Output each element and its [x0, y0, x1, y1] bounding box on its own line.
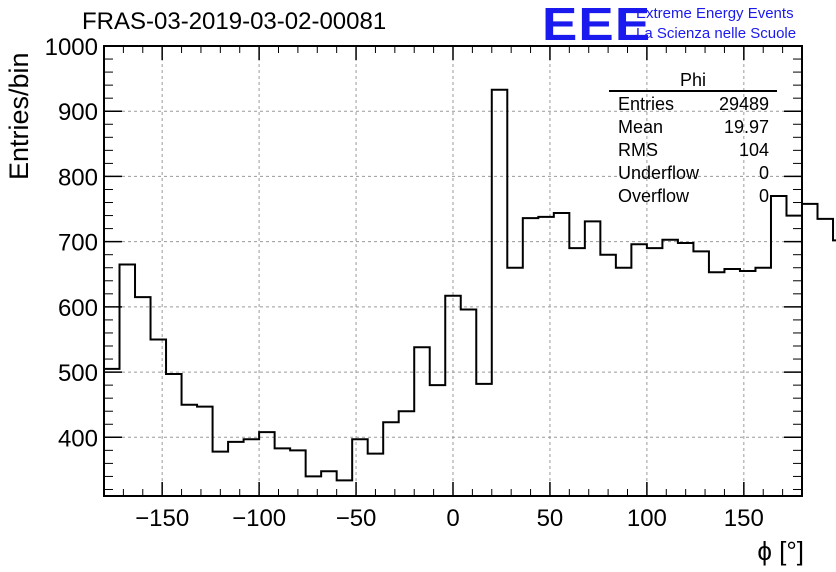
- histogram-outline: [103, 88, 836, 496]
- histogram-bin: [786, 216, 802, 496]
- histogram-bin: [569, 248, 585, 496]
- stats-value: 0: [758, 186, 769, 206]
- axis-ticks: [103, 45, 803, 496]
- x-tick-label: −50: [336, 505, 377, 532]
- histogram-bin: [678, 243, 694, 496]
- histogram-bin: [461, 309, 477, 496]
- y-tick-label: 800: [58, 164, 98, 191]
- histogram-bin: [740, 271, 756, 496]
- histogram-bin: [120, 264, 136, 496]
- histogram-bin: [228, 442, 244, 496]
- logo-line-2: La Scienza nelle Scuole: [636, 25, 797, 42]
- y-tick-label: 600: [58, 295, 98, 322]
- logo-line-1: Extreme Energy Events: [636, 5, 794, 22]
- histogram-bin: [600, 255, 616, 496]
- x-tick-label: 100: [627, 505, 667, 532]
- stats-row-underflow: Underflow 0: [609, 162, 777, 185]
- x-tick-label: −100: [232, 505, 286, 532]
- histogram-bin: [430, 385, 446, 496]
- histogram-bin: [507, 268, 523, 496]
- histogram-bin: [755, 268, 771, 496]
- stats-value: 29489: [718, 94, 769, 114]
- x-tick-label: 0: [446, 505, 459, 532]
- tick-labels: −150 −100 −50 0 50 100 150 400 500 600 700 800 900 10…: [45, 34, 764, 532]
- stats-divider: [609, 90, 777, 92]
- y-tick-label: 700: [58, 230, 98, 257]
- x-tick-label: 50: [537, 505, 564, 532]
- histogram-bin: [104, 369, 120, 496]
- histogram-bin: [476, 384, 492, 496]
- histogram-bin: [151, 339, 167, 496]
- histogram-bin: [182, 405, 198, 496]
- histogram-bin: [275, 448, 291, 496]
- histogram-bin: [818, 219, 834, 496]
- histogram-bin: [693, 251, 709, 496]
- stats-value: 0: [758, 163, 769, 183]
- histogram-bin: [244, 439, 260, 496]
- histogram-bin: [771, 196, 787, 496]
- stats-row-rms: RMS 104: [609, 139, 777, 162]
- histogram-bin: [538, 217, 554, 496]
- histogram-bin: [197, 407, 213, 496]
- stats-row-mean: Mean 19.97: [609, 116, 777, 139]
- histogram-bin: [616, 268, 632, 496]
- histogram-bin: [337, 480, 353, 496]
- x-tick-label: 150: [724, 505, 764, 532]
- histogram-bin: [631, 244, 647, 496]
- histogram-bin: [802, 204, 818, 496]
- y-axis-label: Entries/bin: [4, 52, 34, 180]
- histogram-bin: [399, 411, 415, 496]
- y-tick-label: 500: [58, 360, 98, 387]
- histogram-bin: [290, 450, 306, 496]
- y-tick-label: 900: [58, 99, 98, 126]
- stats-value: 104: [738, 140, 769, 160]
- histogram-bin: [259, 432, 275, 496]
- histogram-bin: [352, 439, 368, 496]
- stats-row-overflow: Overflow 0: [609, 185, 777, 208]
- stats-value: 19.97: [723, 117, 769, 137]
- histogram-bin: [383, 422, 399, 496]
- histogram-bin: [662, 240, 678, 496]
- y-tick-label: 1000: [45, 34, 98, 61]
- histogram-bin: [213, 452, 229, 496]
- histogram-bin: [414, 347, 430, 496]
- stats-row-entries: Entries 29489: [609, 93, 777, 116]
- histogram-bin: [724, 269, 740, 496]
- histogram-bin: [554, 213, 570, 496]
- eee-logo-mark: EEE: [542, 0, 652, 50]
- stats-label: Mean: [618, 117, 664, 137]
- plot-frame: [103, 45, 803, 497]
- x-axis-label: ϕ [°]: [757, 536, 804, 566]
- stats-label: Underflow: [618, 163, 700, 183]
- eee-logo: EEE Extreme Energy Events La Scienza nel…: [542, 1, 796, 47]
- histogram-bin: [321, 471, 337, 496]
- stats-label: Entries: [618, 94, 675, 114]
- y-tick-label: 400: [58, 425, 98, 452]
- histogram-bin: [368, 454, 384, 496]
- histogram-bin: [135, 297, 151, 496]
- stats-name: Phi: [679, 70, 706, 90]
- stats-label: Overflow: [618, 186, 690, 206]
- eee-logo-caption: Extreme Energy Events La Scienza nelle S…: [636, 4, 796, 44]
- histogram-bin: [445, 296, 461, 496]
- x-tick-label: −150: [135, 505, 189, 532]
- histogram-bin: [166, 374, 182, 496]
- grid-lines: [104, 46, 802, 496]
- histogram-bin: [523, 218, 539, 496]
- stats-box: Phi Entries 29489 Mean 19.97 RMS 104 Und…: [609, 70, 777, 208]
- stats-label: RMS: [618, 140, 658, 160]
- histogram-bin: [709, 272, 725, 496]
- histogram-bin: [647, 248, 663, 496]
- chart-title: FRAS-03-2019-03-02-00081: [82, 8, 387, 35]
- histogram-bin: [306, 476, 322, 496]
- histogram-bin: [492, 90, 508, 496]
- histogram-bin: [585, 221, 601, 496]
